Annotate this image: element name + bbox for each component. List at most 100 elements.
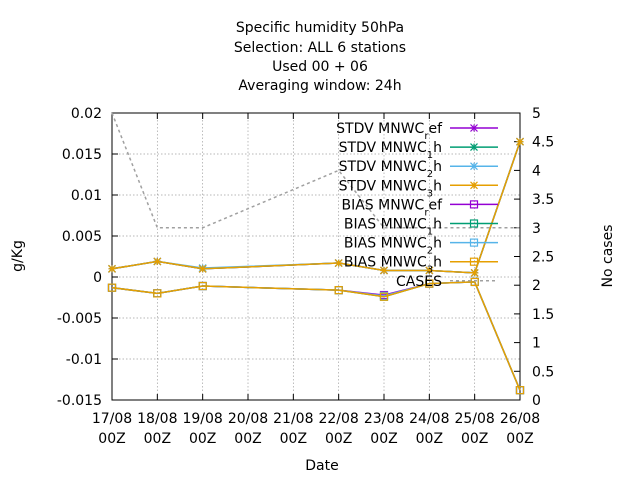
x-tick-label-time: 00Z (370, 431, 397, 447)
y-tick-label: -0.005 (57, 311, 102, 327)
data-point (469, 257, 479, 266)
series-line (111, 141, 521, 274)
y2-tick-label: 3.5 (532, 192, 554, 208)
y-tick-label: 0.01 (71, 188, 102, 204)
y2-tick-label: 0 (532, 393, 541, 409)
x-tick-label-date: 26/08 (500, 411, 540, 427)
legend-entry-label: BIAS MNWC3h (344, 255, 442, 276)
legend-entry-label: STDV MNWC1h (339, 140, 442, 161)
y-axis-ticks: -0.015 -0.01 -0.005 0 0.005 0.01 0.015 0.02 (57, 106, 118, 409)
x-tick-label-date: 20/08 (228, 411, 268, 427)
series-line (111, 112, 520, 229)
y-tick-label: 0.015 (62, 147, 102, 163)
series-bias-1 (107, 277, 525, 395)
plot-frame (111, 112, 521, 401)
y-tick-label: 0 (93, 270, 102, 286)
x-tick-label-time: 00Z (280, 431, 307, 447)
data-point (470, 162, 478, 171)
data-point (470, 143, 478, 152)
series-line (111, 141, 521, 274)
data-point (153, 257, 162, 266)
legend-entry-label: BIAS MNWCref (342, 197, 444, 218)
series-line (111, 141, 521, 274)
series-line (111, 141, 521, 274)
x-axis-ticks: 17/08 00Z 18/08 00Z 19/08 00Z 20/08 00Z 21/08 00Z… (92, 113, 540, 447)
x-tick-label-time: 00Z (506, 431, 533, 447)
series-bias-3 (107, 277, 525, 395)
y2-tick-label: 2.5 (532, 250, 554, 266)
x-tick-label-date: 24/08 (409, 411, 449, 427)
legend-entry-label: BIAS MNWC2h (344, 236, 442, 257)
data-point (425, 279, 434, 288)
y2-tick-label: 5 (532, 106, 541, 122)
y-tick-label: 0.02 (71, 106, 102, 122)
y2-axis-ticks: 0 0.5 1 1.5 2 2.5 3 3.5 4 4.5 5 (514, 106, 554, 409)
series-bias-r (107, 277, 525, 395)
series-bias-2 (107, 277, 525, 395)
x-tick-label-date: 21/08 (273, 411, 313, 427)
y2-tick-label: 1 (532, 336, 541, 352)
legend-entry-label: STDV MNWCref (336, 121, 443, 142)
title-line-2: Selection: ALL 6 stations (234, 40, 406, 56)
chart-title: Specific humidity 50hPa Selection: ALL 6… (234, 20, 406, 94)
series-line (111, 281, 521, 391)
data-point (425, 266, 434, 275)
data-point (470, 181, 478, 190)
title-line-4: Averaging window: 24h (238, 78, 401, 94)
data-point (153, 289, 162, 298)
x-tick-label-time: 00Z (98, 431, 125, 447)
y-tick-label: 0.005 (62, 229, 102, 245)
y2-axis-label: No cases (600, 225, 616, 288)
data-point (334, 286, 343, 295)
y2-tick-label: 1.5 (532, 307, 554, 323)
x-tick-label-time: 00Z (325, 431, 352, 447)
x-tick-label-date: 18/08 (137, 411, 177, 427)
data-point (334, 259, 343, 267)
data-point (469, 200, 479, 209)
y-axis-label: g/Kg (10, 240, 26, 272)
series-cases-cases (111, 112, 520, 229)
data-point (380, 266, 388, 275)
series-layer (107, 112, 525, 395)
data-point (470, 277, 479, 287)
data-point (469, 219, 479, 228)
series-line (111, 281, 521, 391)
y2-tick-label: 0.5 (532, 364, 554, 380)
data-point (379, 292, 389, 301)
x-tick-label-date: 22/08 (318, 411, 358, 427)
x-tick-label-time: 00Z (189, 431, 216, 447)
y2-tick-label: 2 (532, 278, 541, 294)
x-axis-label: Date (305, 458, 338, 474)
x-tick-label-time: 00Z (461, 431, 488, 447)
series-stdv-3 (108, 137, 524, 277)
title-line-3: Used 00 + 06 (272, 59, 368, 75)
x-tick-label-date: 23/08 (364, 411, 404, 427)
data-point (107, 283, 117, 292)
y2-tick-label: 4.5 (532, 135, 554, 151)
x-tick-label-date: 25/08 (454, 411, 494, 427)
y2-tick-label: 4 (532, 163, 541, 179)
legend-entry-label: BIAS MNWC1h (344, 217, 442, 238)
series-stdv-2 (108, 137, 524, 277)
data-point (516, 137, 524, 146)
data-point (469, 238, 479, 247)
series-stdv-r (108, 137, 524, 277)
data-point (470, 124, 478, 132)
x-tick-label-time: 00Z (234, 431, 261, 447)
data-point (108, 264, 116, 273)
x-tick-label-date: 19/08 (182, 411, 222, 427)
x-tick-label-time: 00Z (144, 431, 171, 447)
data-point (198, 281, 207, 291)
series-line (111, 281, 521, 391)
y-tick-label: -0.01 (66, 352, 102, 368)
legend-entry-label: STDV MNWC3h (339, 178, 442, 199)
title-line-1: Specific humidity 50hPa (236, 20, 404, 36)
series-stdv-1 (108, 137, 524, 277)
y-tick-label: -0.015 (57, 393, 102, 409)
x-tick-label-time: 00Z (416, 431, 443, 447)
x-tick-label-date: 17/08 (92, 411, 132, 427)
data-point (515, 386, 525, 395)
grid-lines (112, 113, 520, 400)
